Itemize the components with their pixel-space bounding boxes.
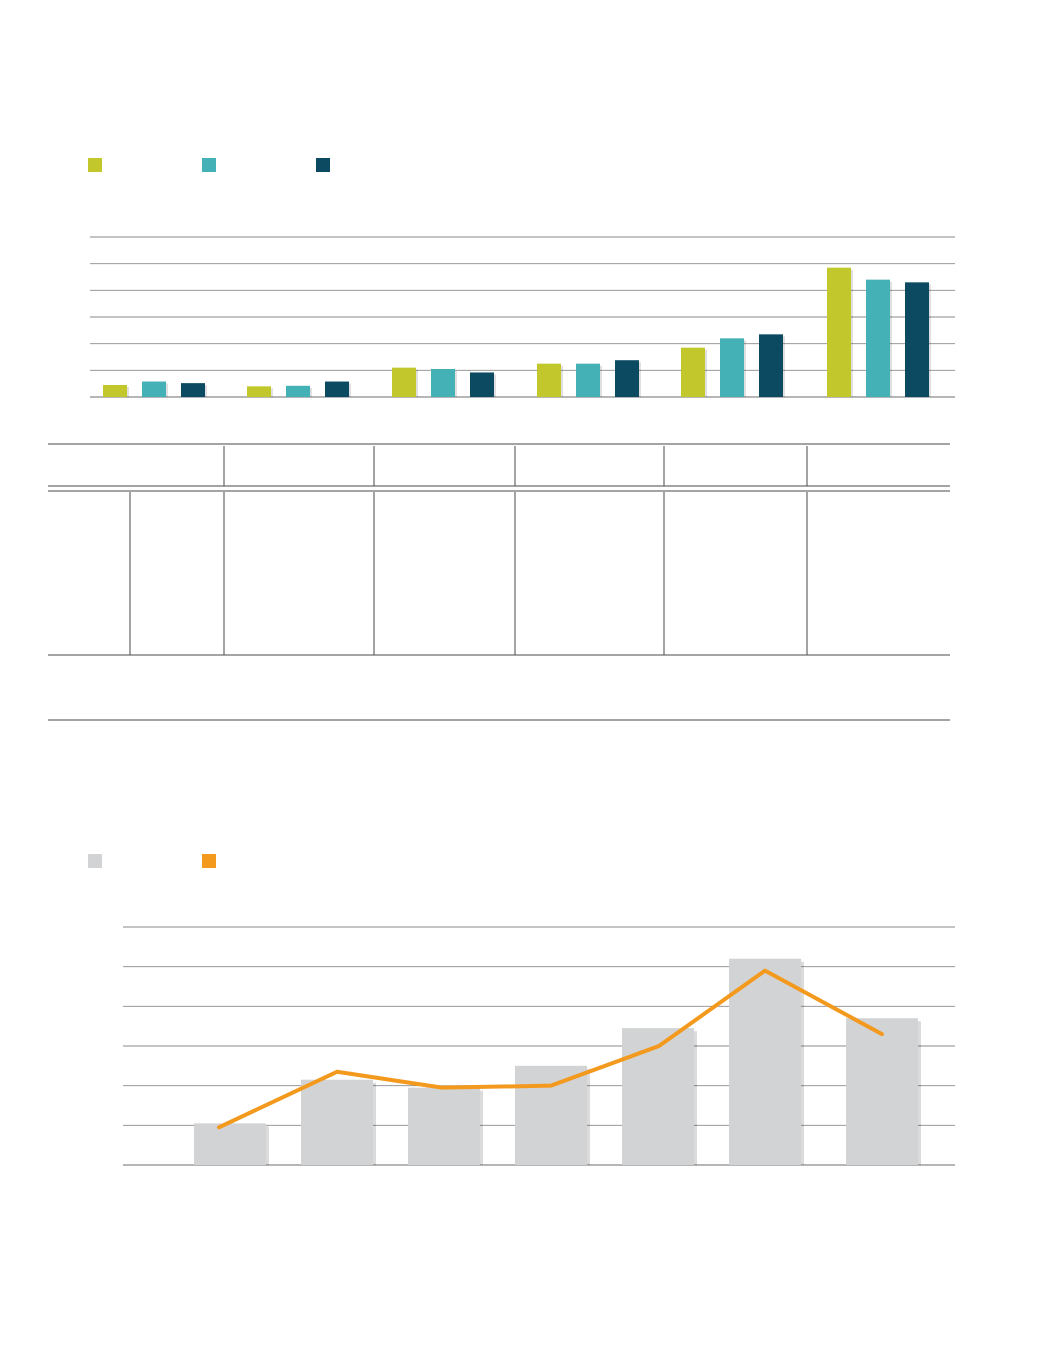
legend-swatch [88, 158, 102, 172]
bar [392, 367, 416, 397]
bar [576, 363, 600, 397]
bar [905, 282, 929, 397]
bar [515, 1065, 587, 1165]
bar [846, 1018, 918, 1165]
bar [301, 1079, 373, 1165]
bar [142, 381, 166, 397]
bar [720, 338, 744, 397]
bar [537, 363, 561, 397]
bar [408, 1087, 480, 1165]
bar [827, 267, 851, 397]
grouped-bar-chart [88, 158, 955, 398]
bar [759, 334, 783, 397]
bar [431, 369, 455, 397]
legend-swatch [202, 854, 216, 868]
bar [615, 360, 639, 397]
bar [325, 381, 349, 397]
bar [866, 279, 890, 397]
bar [470, 372, 494, 397]
bar [681, 347, 705, 397]
bar [622, 1028, 694, 1165]
bar [181, 383, 205, 397]
bar [247, 386, 271, 397]
legend-swatch [316, 158, 330, 172]
bar [194, 1123, 266, 1165]
legend-swatch [202, 158, 216, 172]
bar [729, 958, 801, 1165]
series-line [217, 968, 884, 1130]
legend-swatch [88, 854, 102, 868]
bar [286, 385, 310, 397]
bar [103, 385, 127, 397]
